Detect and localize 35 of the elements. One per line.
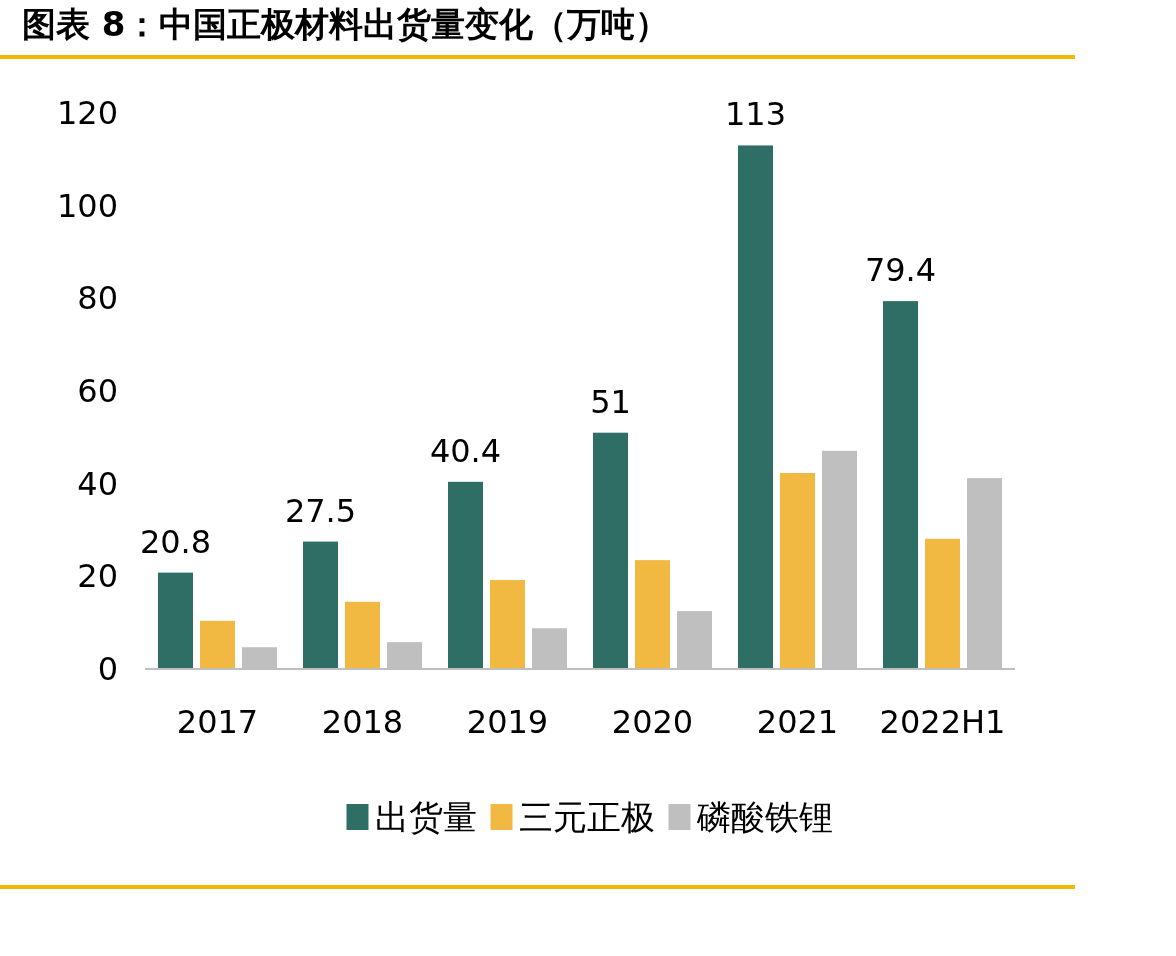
- y-tick-label: 120: [56, 94, 118, 132]
- legend-label: 出货量: [374, 797, 477, 837]
- data-label: 51: [590, 382, 631, 421]
- bar: [780, 473, 815, 669]
- bar: [738, 145, 773, 669]
- bar: [883, 301, 918, 669]
- x-tick-label: 2021: [756, 703, 839, 741]
- y-tick-label: 60: [77, 372, 118, 410]
- legend-label: 三元正极: [518, 797, 655, 837]
- bar: [925, 538, 960, 669]
- bar: [345, 601, 380, 669]
- legend-label: 磷酸铁锂: [695, 797, 833, 837]
- bar: [158, 572, 193, 669]
- data-label: 40.4: [429, 431, 502, 470]
- data-label: 20.8: [139, 522, 212, 561]
- bar: [303, 541, 338, 669]
- bar: [490, 580, 525, 669]
- bar: [593, 432, 628, 669]
- y-tick-label: 80: [77, 279, 118, 318]
- y-tick-label: 0: [97, 650, 118, 688]
- y-tick-label: 40: [77, 464, 118, 503]
- x-tick-label: 2017: [176, 703, 259, 741]
- bar: [200, 620, 235, 669]
- y-tick-label: 20: [77, 557, 118, 596]
- x-tick-label: 2022H1: [879, 703, 1006, 741]
- bar: [448, 481, 483, 669]
- data-label: 79.4: [864, 251, 937, 290]
- bar: [635, 560, 670, 669]
- data-label: 27.5: [284, 491, 357, 530]
- y-tick-label: 100: [56, 186, 118, 225]
- chart-title: 图表 8：中国正极材料出货量变化（万吨）: [22, 4, 670, 44]
- x-tick-label: 2018: [321, 703, 404, 741]
- data-label: 113: [724, 95, 787, 134]
- x-tick-label: 2019: [466, 703, 549, 741]
- x-tick-label: 2020: [611, 703, 694, 741]
